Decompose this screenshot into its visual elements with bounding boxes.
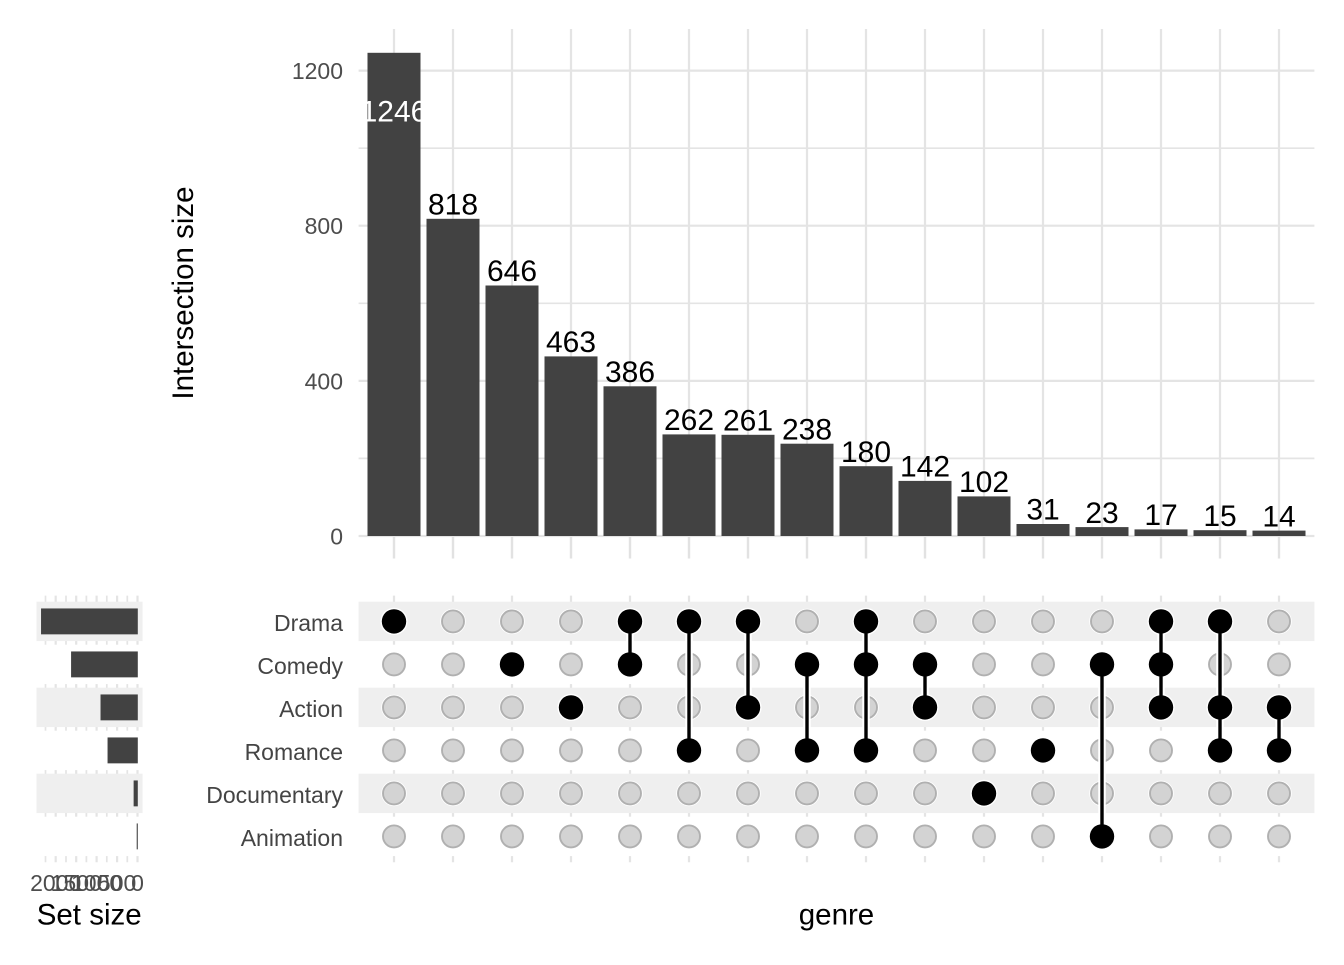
svg-text:463: 463 (546, 326, 596, 359)
svg-text:Animation: Animation (241, 825, 343, 851)
svg-text:261: 261 (723, 405, 773, 438)
svg-text:Comedy: Comedy (257, 653, 343, 679)
svg-text:800: 800 (305, 213, 343, 239)
svg-text:818: 818 (428, 189, 478, 222)
svg-text:180: 180 (841, 436, 891, 469)
svg-text:1200: 1200 (292, 58, 343, 84)
svg-text:31: 31 (1026, 494, 1059, 527)
svg-text:0: 0 (131, 870, 144, 896)
svg-text:646: 646 (487, 255, 537, 288)
svg-text:2000: 2000 (30, 870, 81, 896)
svg-text:Intersection size: Intersection size (167, 186, 200, 399)
svg-text:Documentary: Documentary (206, 782, 343, 808)
svg-text:0: 0 (330, 523, 343, 549)
svg-text:17: 17 (1144, 499, 1177, 532)
svg-text:1000: 1000 (71, 870, 122, 896)
svg-text:14: 14 (1262, 500, 1295, 533)
svg-text:genre: genre (799, 898, 874, 931)
svg-text:23: 23 (1085, 497, 1118, 530)
svg-text:102: 102 (959, 466, 1009, 499)
svg-text:500: 500 (98, 870, 136, 896)
svg-text:142: 142 (900, 451, 950, 484)
svg-text:Set size: Set size (37, 898, 142, 931)
svg-text:Romance: Romance (245, 739, 343, 765)
svg-text:1246: 1246 (361, 95, 428, 128)
svg-text:1500: 1500 (51, 870, 102, 896)
svg-text:Drama: Drama (274, 610, 343, 636)
svg-text:Action: Action (279, 696, 343, 722)
svg-text:400: 400 (305, 368, 343, 394)
svg-text:386: 386 (605, 356, 655, 389)
svg-text:15: 15 (1203, 500, 1236, 533)
svg-text:262: 262 (664, 404, 714, 437)
svg-text:238: 238 (782, 413, 832, 446)
